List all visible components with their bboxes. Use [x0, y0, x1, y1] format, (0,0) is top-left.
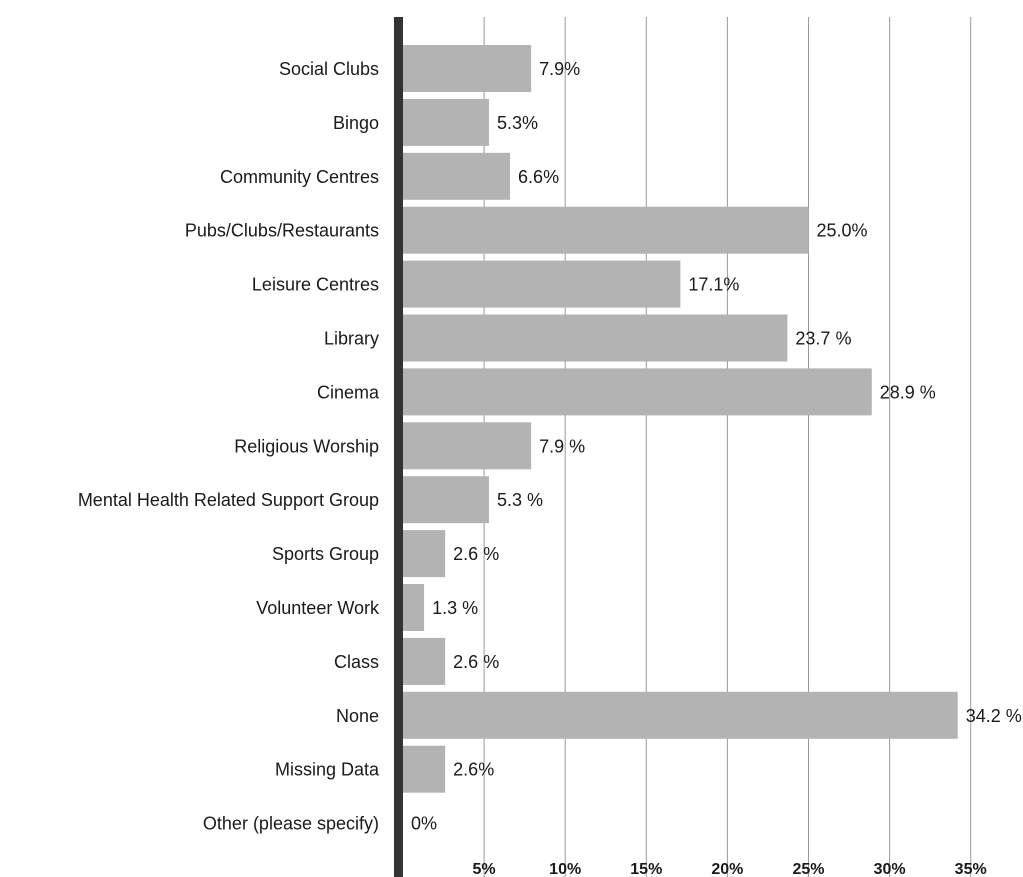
category-label: Bingo — [333, 113, 379, 133]
bar — [403, 45, 532, 92]
bar — [403, 530, 446, 578]
x-tick-label: 20% — [711, 861, 743, 877]
data-label: 28.9 % — [880, 382, 936, 402]
data-label: 7.9% — [539, 59, 580, 79]
bar — [403, 422, 532, 470]
category-label: Class — [334, 652, 379, 672]
bar — [403, 637, 446, 685]
bar — [403, 152, 511, 200]
category-label: Missing Data — [275, 760, 380, 780]
data-label: 5.3 % — [497, 490, 543, 510]
category-label: Sports Group — [272, 544, 379, 564]
data-label: 5.3% — [497, 113, 538, 133]
category-label: Leisure Centres — [252, 275, 379, 295]
y-axis-line — [394, 17, 403, 877]
data-label: 7.9 % — [539, 436, 585, 456]
bar — [403, 745, 446, 793]
category-labels: Social Clubs Bingo Community Centres Pubs/C… — [78, 59, 380, 834]
data-label: 25.0% — [817, 221, 868, 241]
category-label: Library — [324, 329, 379, 349]
category-label: Other (please specify) — [203, 814, 379, 834]
x-tick-label: 10% — [549, 861, 581, 877]
x-tick-label: 15% — [630, 861, 662, 877]
category-label: None — [336, 706, 379, 726]
category-label: Volunteer Work — [256, 598, 380, 618]
bars — [403, 45, 958, 793]
bar — [403, 584, 425, 631]
data-label: 6.6% — [518, 167, 559, 187]
data-label: 1.3 % — [432, 598, 478, 618]
category-label: Mental Health Related Support Group — [78, 490, 379, 510]
category-label: Community Centres — [220, 167, 379, 187]
data-label: 2.6 % — [453, 544, 499, 564]
bar — [403, 206, 809, 254]
data-label: 34.2 % — [966, 706, 1022, 726]
category-label: Pubs/Clubs/Restaurants — [185, 221, 379, 241]
bar — [403, 314, 788, 362]
x-tick-label: 30% — [874, 861, 906, 877]
category-label: Social Clubs — [279, 59, 379, 79]
data-label: 0% — [411, 814, 437, 834]
category-label: Religious Worship — [234, 436, 379, 456]
gridlines — [483, 17, 972, 877]
bar — [403, 476, 489, 524]
data-label: 2.6 % — [453, 652, 499, 672]
x-tick-label: 25% — [792, 861, 824, 877]
category-label: Cinema — [317, 382, 380, 402]
x-tick-label: 35% — [955, 861, 987, 877]
x-axis-tick-labels: 5% 10% 15% 20% 25% 30% 35% — [473, 861, 987, 877]
data-label: 23.7 % — [795, 329, 851, 349]
data-label: 2.6% — [453, 760, 494, 780]
x-tick-label: 5% — [473, 861, 496, 877]
bar — [403, 98, 489, 146]
bar — [403, 691, 958, 739]
bar — [403, 260, 681, 308]
data-label: 17.1% — [688, 275, 739, 295]
data-labels: 7.9% 5.3% 6.6% 25.0% 17.1% 23.7 % 28.9 % 7.9 % 5… — [411, 59, 1022, 834]
bar — [403, 368, 872, 416]
